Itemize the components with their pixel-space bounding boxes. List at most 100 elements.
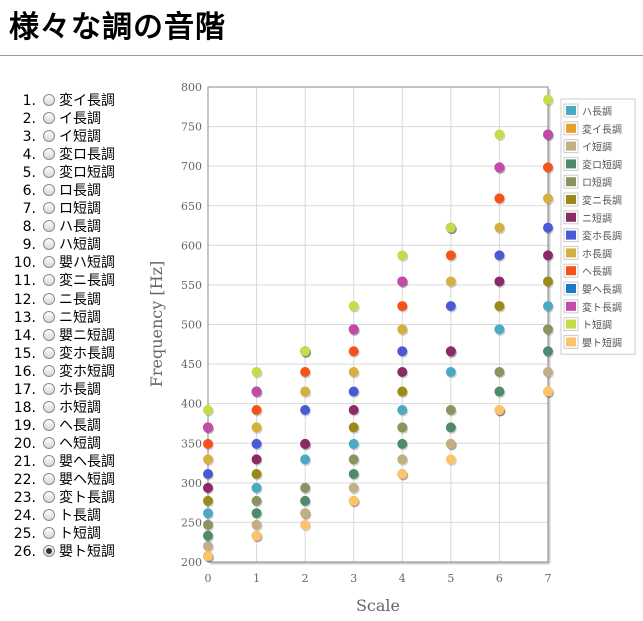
option-number: 4. <box>22 147 36 164</box>
scale-option[interactable]: 26. 嬰ト短調 <box>0 543 160 561</box>
scale-option[interactable]: 9. ハ短調 <box>0 236 160 254</box>
y-tick-label: 350 <box>181 437 202 450</box>
data-point <box>445 301 456 312</box>
scale-option[interactable]: 25. ト短調 <box>0 525 160 543</box>
scale-radio-button[interactable] <box>43 130 55 143</box>
scale-option-label: 嬰ヘ短調 <box>59 471 115 488</box>
scale-option[interactable]: 16. 変ホ短調 <box>0 363 160 381</box>
y-tick-label: 200 <box>181 556 202 569</box>
scale-radio-button[interactable] <box>43 148 55 161</box>
data-point <box>494 301 505 312</box>
scale-radio-button[interactable] <box>43 328 55 341</box>
scale-radio-button[interactable] <box>43 94 55 106</box>
scale-radio-button[interactable] <box>43 545 55 558</box>
scale-option-label: 変ロ短調 <box>59 165 115 182</box>
scale-radio-button[interactable] <box>43 238 55 251</box>
scale-option[interactable]: 6. ロ長調 <box>0 182 160 200</box>
scale-radio-button[interactable] <box>43 436 55 449</box>
scale-option[interactable]: 1. 変イ長調 <box>0 92 160 110</box>
scale-option[interactable]: 5. 変ロ短調 <box>0 164 160 182</box>
legend-label: ハ長調 <box>582 105 612 118</box>
scale-option[interactable]: 12. ニ長調 <box>0 291 160 309</box>
data-point <box>348 482 359 493</box>
scale-radio-button[interactable] <box>43 364 55 377</box>
scale-option[interactable]: 13. ニ短調 <box>0 309 160 327</box>
legend-label: ロ短調 <box>582 176 612 189</box>
scale-option[interactable]: 23. 変ト長調 <box>0 489 160 507</box>
scale-option[interactable]: 21. 嬰ヘ長調 <box>0 453 160 471</box>
scale-option[interactable]: 20. ヘ短調 <box>0 435 160 453</box>
data-point <box>251 386 262 397</box>
scale-radio-button[interactable] <box>43 400 55 413</box>
data-point <box>348 495 359 506</box>
data-point <box>445 222 456 233</box>
data-point <box>494 193 505 204</box>
scale-option[interactable]: 8. ハ長調 <box>0 218 160 236</box>
y-tick-label: 700 <box>181 160 202 173</box>
scale-option[interactable]: 18. ホ短調 <box>0 399 160 417</box>
option-number: 12. <box>13 291 36 308</box>
data-point <box>397 346 408 357</box>
scale-radio-button[interactable] <box>43 346 55 359</box>
scale-radio-button[interactable] <box>43 292 55 305</box>
scale-option[interactable]: 7. ロ短調 <box>0 200 160 218</box>
scale-radio-button[interactable] <box>43 509 55 522</box>
scale-radio-button[interactable] <box>43 310 55 323</box>
data-point <box>543 222 553 233</box>
scale-radio-button[interactable] <box>43 418 55 431</box>
scale-radio-button[interactable] <box>43 184 55 197</box>
scale-option[interactable]: 14. 嬰ニ短調 <box>0 327 160 345</box>
scale-option[interactable]: 2. イ長調 <box>0 110 160 128</box>
scale-option[interactable]: 19. ヘ長調 <box>0 417 160 435</box>
data-point <box>543 301 553 312</box>
scale-option-label: 嬰ト短調 <box>59 544 115 561</box>
y-axis-title: Frequency [Hz] <box>147 261 166 388</box>
data-point <box>251 367 262 377</box>
scale-radio-button[interactable] <box>43 256 55 269</box>
scale-radio-button[interactable] <box>43 491 55 504</box>
legend-label: 変イ長調 <box>582 123 622 136</box>
data-point <box>397 454 408 465</box>
scale-option-label: 変ホ短調 <box>59 363 115 380</box>
data-point <box>445 346 456 357</box>
option-number: 9. <box>22 237 36 254</box>
scale-option[interactable]: 24. ト長調 <box>0 507 160 525</box>
data-point <box>494 386 505 397</box>
scale-option[interactable]: 10. 嬰ハ短調 <box>0 254 160 272</box>
scale-option-label: 変ホ長調 <box>59 345 115 362</box>
data-point <box>251 405 262 415</box>
scale-radio-button[interactable] <box>43 527 55 540</box>
scale-option[interactable]: 3. イ短調 <box>0 128 160 146</box>
scale-option[interactable]: 17. ホ長調 <box>0 381 160 399</box>
scale-option[interactable]: 22. 嬰ヘ短調 <box>0 471 160 489</box>
data-point <box>397 250 408 261</box>
scale-radio-button[interactable] <box>43 274 55 287</box>
x-tick-label: 0 <box>205 572 212 585</box>
scale-option[interactable]: 4. 変ロ長調 <box>0 146 160 164</box>
scale-radio-button[interactable] <box>43 202 55 215</box>
scale-option[interactable]: 11. 変ニ長調 <box>0 272 160 290</box>
data-point <box>397 469 408 480</box>
x-tick-label: 4 <box>399 572 406 585</box>
y-tick-label: 450 <box>181 358 202 371</box>
scale-radio-button[interactable] <box>43 472 55 485</box>
scale-radio-button[interactable] <box>43 454 55 467</box>
legend-swatch <box>566 337 576 347</box>
scale-option[interactable]: 15. 変ホ長調 <box>0 345 160 363</box>
legend-swatch <box>566 195 576 204</box>
series-points <box>203 222 554 481</box>
data-point <box>397 367 408 377</box>
scale-option-label: ロ短調 <box>59 201 101 218</box>
x-tick-label: 7 <box>545 572 552 585</box>
x-tick-labels: 0 1 2 3 4 5 6 7 <box>205 572 552 585</box>
data-point <box>543 193 553 204</box>
data-points <box>203 94 554 563</box>
scale-radio-button[interactable] <box>43 382 55 395</box>
x-axis-title: Scale <box>356 596 400 615</box>
data-point <box>348 422 359 433</box>
scale-radio-button[interactable] <box>43 112 55 125</box>
data-point <box>300 386 311 397</box>
scale-radio-button[interactable] <box>43 166 55 179</box>
scale-radio-button[interactable] <box>43 220 55 233</box>
